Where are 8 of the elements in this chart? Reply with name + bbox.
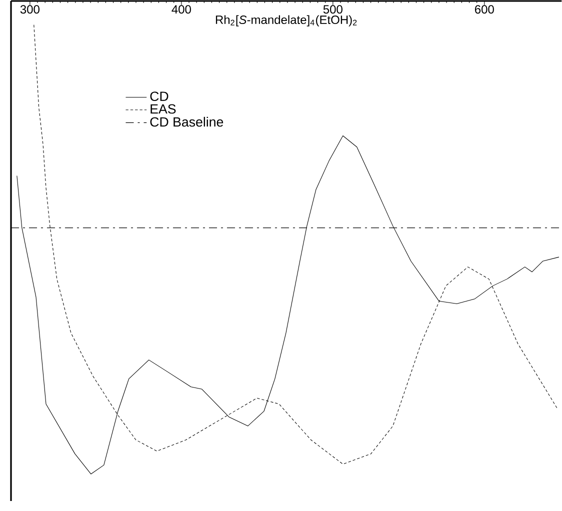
chart-title: Rh$_{2}$[S-mandelate]$_{4}$(EtOH)$_{2}$ <box>216 15 357 26</box>
legend-label: CD Baseline <box>150 116 224 127</box>
x-tick-label: 300 <box>20 5 40 14</box>
x-tick-label: 400 <box>172 5 191 14</box>
legend-label: CD <box>150 92 168 102</box>
x-tick-label: 500 <box>323 5 342 14</box>
x-tick-label: 600 <box>475 5 494 14</box>
legend-label: EAS <box>150 104 176 114</box>
